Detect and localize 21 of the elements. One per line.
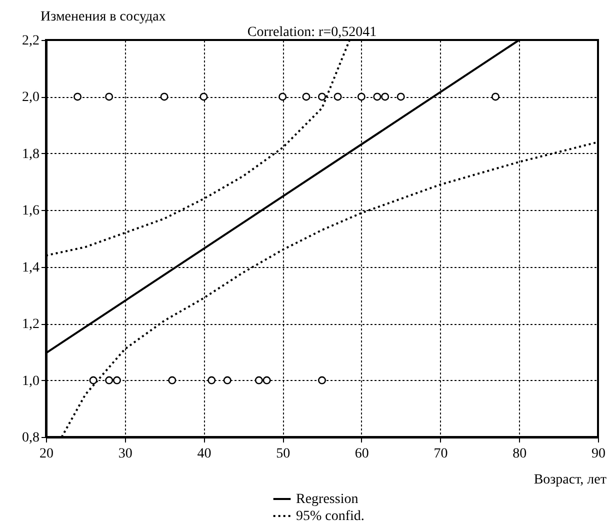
chart-title: Correlation: r=0,52041 <box>247 25 377 40</box>
x-tick-label: 40 <box>197 446 212 462</box>
y-tick-label: 0,8 <box>22 430 40 446</box>
y-tick-label: 2,2 <box>22 34 40 48</box>
y-tick-label: 1,6 <box>22 204 40 219</box>
x-tick-label: 30 <box>118 446 132 462</box>
y-tick-label: 1,0 <box>22 374 40 389</box>
x-axis-title: Возраст, лет <box>534 472 606 488</box>
x-tick-label: 60 <box>354 446 369 462</box>
legend-label: 95% confid. <box>296 509 364 524</box>
y-tick-label: 1,4 <box>22 260 40 276</box>
x-tick-label: 70 <box>434 446 448 462</box>
y-tick-label: 1,2 <box>22 317 40 332</box>
y-tick-label: 1,8 <box>22 146 40 162</box>
x-tick-label: 20 <box>40 446 54 462</box>
x-tick-label: 50 <box>276 446 290 462</box>
legend-label: Regression <box>296 492 358 507</box>
y-tick-label: 2,0 <box>22 90 40 106</box>
x-tick-label: 90 <box>592 446 606 462</box>
y-axis-title: Изменения в сосудах <box>40 10 166 24</box>
x-tick-label: 80 <box>512 446 527 462</box>
